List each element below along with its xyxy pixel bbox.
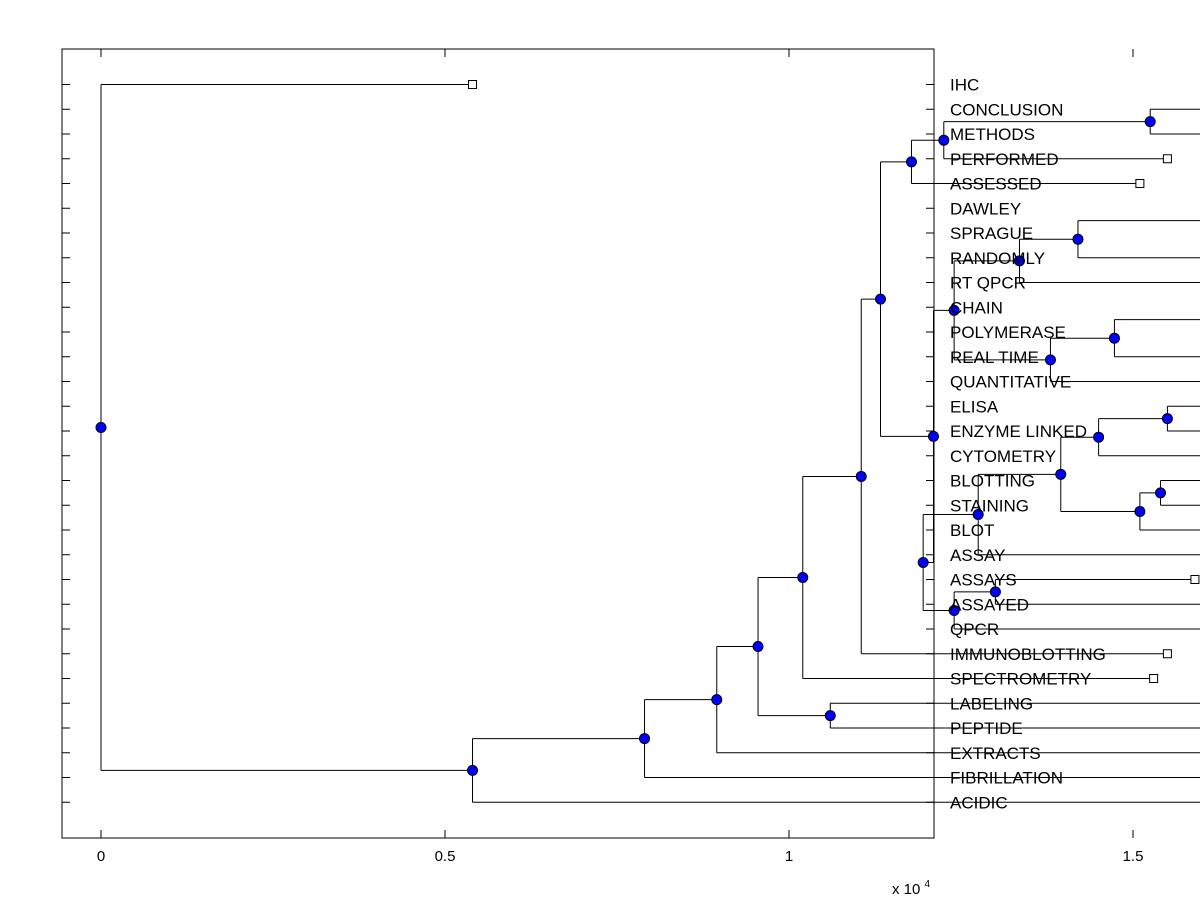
- leaf-label-performed: PERFORMED: [950, 150, 1059, 169]
- merge-node-t: [927, 430, 939, 442]
- leaf-label-qpcr: QPCR: [950, 620, 999, 639]
- x-axis-multiplier: x 10 4: [892, 879, 931, 898]
- leaf-marker-assessed: [1135, 179, 1145, 188]
- merge-node-q: [989, 586, 1001, 598]
- merge-node-aa: [639, 733, 651, 745]
- x-tick-label: 0.5: [435, 848, 456, 865]
- leaf-label-spectrometry: SPECTROMETRY: [950, 670, 1091, 689]
- leaf-label-assays: ASSAYS: [950, 571, 1017, 590]
- leaf-label-enzyme-linked: ENZYME LINKED: [950, 422, 1087, 441]
- leaf-label-labeling: LABELING: [950, 694, 1033, 713]
- merge-node-h: [1108, 332, 1120, 344]
- merge-node-m: [1155, 487, 1167, 499]
- leaf-label-rt-qpcr: RT QPCR: [950, 274, 1026, 293]
- merge-node-p: [972, 509, 984, 521]
- leaf-label-immunoblotting: IMMUNOBLOTTING: [950, 645, 1106, 664]
- x-axis-ticks: 00.511.52: [97, 49, 1144, 865]
- leaf-label-polymerase: POLYMERASE: [950, 323, 1066, 342]
- y-axis-ticks: [62, 84, 934, 803]
- merge-node-f: [1013, 255, 1025, 267]
- merge-node-z: [711, 694, 723, 706]
- plot-frame: [61, 48, 935, 839]
- merge-node-c: [905, 156, 917, 168]
- leaf-marker-performed: [1162, 154, 1172, 164]
- leaf-marker-ihc: [468, 80, 478, 89]
- merge-node-j: [948, 304, 960, 316]
- merge-node-v: [855, 470, 867, 482]
- merge-node-u: [875, 293, 887, 305]
- leaf-label-quantitative: QUANTITATIVE: [950, 373, 1071, 392]
- x-tick-label: 1: [785, 848, 793, 865]
- leaf-label-methods: METHODS: [950, 125, 1035, 144]
- x-tick-label: 1.5: [1123, 848, 1144, 865]
- leaf-label-fibrillation: FIBRILLATION: [950, 769, 1063, 788]
- leaf-label-acidic: ACIDIC: [950, 793, 1008, 812]
- merge-node-b: [938, 134, 950, 146]
- merge-node-a: [1144, 116, 1156, 128]
- leaf-marker-assays: [1190, 575, 1200, 584]
- leaf-label-randomly: RANDOMLY: [950, 249, 1045, 268]
- leaf-labels: IHC CONCLUSION METHODS PERFORMED ASSESSED DAW…: [950, 76, 1106, 813]
- leaf-marker-immunoblotting: [1162, 649, 1172, 659]
- leaf-label-assay: ASSAY: [950, 546, 1005, 565]
- leaf-label-blotting: BLOTTING: [950, 472, 1035, 491]
- leaf-label-extracts: EXTRACTS: [950, 744, 1041, 763]
- merge-node-r: [948, 604, 960, 616]
- merge-node-w: [797, 571, 809, 583]
- leaf-label-peptide: PEPTIDE: [950, 719, 1023, 738]
- leaf-label-assessed: ASSESSED: [950, 175, 1042, 194]
- merge-node-i: [1044, 354, 1056, 366]
- merge-node-k: [1161, 413, 1173, 425]
- leaf-markers: [468, 80, 1200, 683]
- merge-node-y: [752, 641, 764, 653]
- merge-nodes: [95, 116, 1173, 776]
- leaf-label-blot: BLOT: [950, 521, 994, 540]
- leaf-label-cytometry: CYTOMETRY: [950, 447, 1056, 466]
- leaf-label-chain: CHAIN: [950, 298, 1003, 317]
- x-axis-multiplier-base: x 10: [892, 881, 920, 898]
- leaf-label-sprague: SPRAGUE: [950, 224, 1033, 243]
- merge-node-e: [1072, 233, 1084, 245]
- leaf-label-real-time: REAL TIME: [950, 348, 1039, 367]
- merge-node-n: [1134, 505, 1146, 517]
- merge-node-o: [1055, 468, 1067, 480]
- leaf-label-elisa: ELISA: [950, 397, 999, 416]
- leaf-label-assayed: ASSAYED: [950, 595, 1029, 614]
- merge-node-root: [95, 421, 107, 433]
- merge-node-x: [824, 710, 836, 722]
- leaf-label-dawley: DAWLEY: [950, 199, 1021, 218]
- leaf-label-conclusion: CONCLUSION: [950, 100, 1063, 119]
- x-tick-label: 0: [97, 848, 105, 865]
- merge-node-l: [1093, 431, 1105, 443]
- merge-node-ab: [467, 764, 479, 776]
- leaf-marker-spectrometry: [1149, 674, 1159, 683]
- leaf-label-ihc: IHC: [950, 76, 979, 95]
- leaf-label-staining: STAINING: [950, 496, 1029, 515]
- x-axis-multiplier-exponent: 4: [925, 879, 931, 890]
- merge-node-s: [917, 556, 929, 568]
